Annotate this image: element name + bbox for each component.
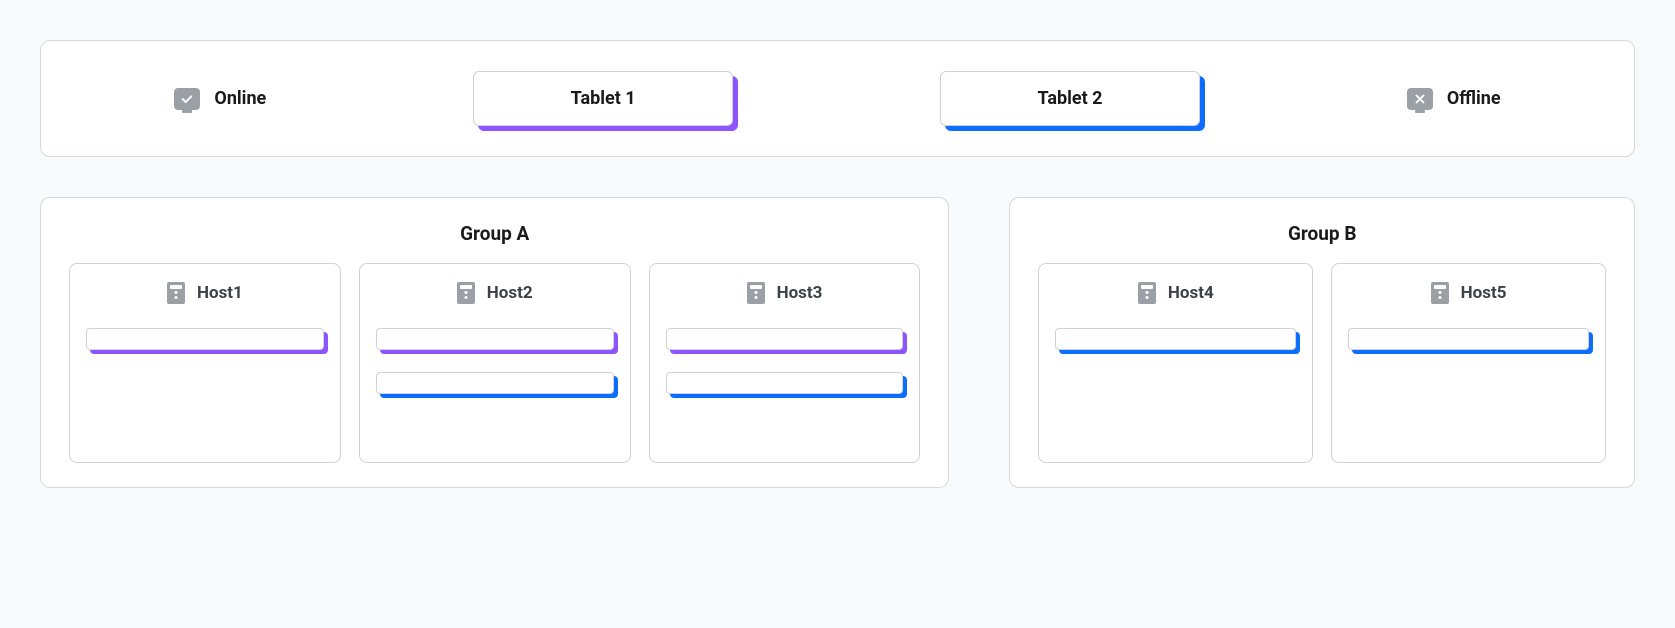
host-label: Host3 — [777, 283, 823, 303]
tablet-label: Tablet 1 — [571, 88, 636, 109]
online-icon — [174, 88, 200, 110]
host-box: Host5 — [1331, 263, 1606, 463]
replica-bar — [1348, 328, 1589, 350]
replica-bar — [1055, 328, 1296, 350]
replica-bar — [376, 372, 614, 394]
host-header: Host2 — [376, 282, 614, 304]
replica-bar — [376, 328, 614, 350]
host-box: Host4 — [1038, 263, 1313, 463]
tablet-box-1: Tablet 1 — [473, 71, 733, 126]
server-icon — [167, 282, 185, 304]
tablet-label: Tablet 2 — [1038, 88, 1103, 109]
hosts-row: Host1 Host2 Host3 — [69, 263, 920, 463]
online-status: Online — [174, 88, 266, 110]
host-header: Host5 — [1348, 282, 1589, 304]
server-icon — [1431, 282, 1449, 304]
server-icon — [747, 282, 765, 304]
host-label: Host5 — [1461, 283, 1507, 303]
host-label: Host1 — [197, 283, 243, 303]
host-header: Host3 — [666, 282, 904, 304]
host-label: Host4 — [1168, 283, 1214, 303]
server-icon — [457, 282, 475, 304]
replica-bar — [666, 372, 904, 394]
group-panel-a: Group A Host1 Host2 Host3 — [40, 197, 949, 488]
group-title: Group A — [69, 222, 920, 245]
offline-status: Offline — [1407, 88, 1501, 110]
top-panel: Online Tablet 1 Tablet 2 Offline — [40, 40, 1635, 157]
replica-bar — [86, 328, 324, 350]
server-icon — [1138, 282, 1156, 304]
offline-label: Offline — [1447, 88, 1501, 109]
host-label: Host2 — [487, 283, 533, 303]
host-box: Host1 — [69, 263, 341, 463]
host-header: Host1 — [86, 282, 324, 304]
online-label: Online — [214, 88, 266, 109]
host-box: Host2 — [359, 263, 631, 463]
replica-bar — [666, 328, 904, 350]
host-box: Host3 — [649, 263, 921, 463]
tablet-box-2: Tablet 2 — [940, 71, 1200, 126]
hosts-row: Host4 Host5 — [1038, 263, 1606, 463]
offline-icon — [1407, 88, 1433, 110]
group-title: Group B — [1038, 222, 1606, 245]
groups-row: Group A Host1 Host2 Host3 — [40, 197, 1635, 488]
group-panel-b: Group B Host4 Host5 — [1009, 197, 1635, 488]
host-header: Host4 — [1055, 282, 1296, 304]
